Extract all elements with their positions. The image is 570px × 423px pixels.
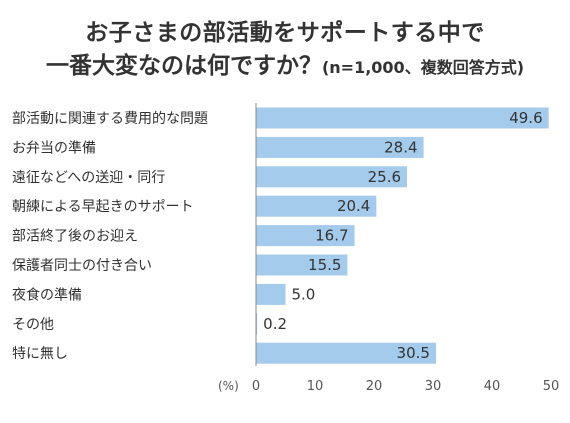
x-tick-label-20: 20 — [366, 379, 383, 394]
x-tick-label-50: 50 — [543, 379, 560, 394]
category-label-9: 特に無し — [12, 346, 68, 362]
chart-title-line2: 一番大変なのは何ですか？(n=1,000、複数回答方式) — [0, 50, 570, 84]
x-tick-label-0: 0 — [252, 379, 260, 394]
chart-title-line1: お子さまの部活動をサポートする中で — [85, 20, 485, 46]
chart-title: お子さまの部活動をサポートする中で 一番大変なのは何ですか？(n=1,000、複… — [0, 18, 570, 84]
value-label-7: 5.0 — [292, 285, 316, 303]
value-label-5: 16.7 — [315, 227, 348, 245]
bar-1 — [256, 107, 549, 129]
category-label-1: 部活動に関連する費用的な問題 — [12, 111, 208, 127]
x-tick-label-30: 30 — [425, 379, 442, 394]
chart-title-sample-note: (n=1,000、複数回答方式) — [321, 58, 525, 77]
category-label-2: お弁当の準備 — [12, 140, 96, 156]
bar-6 — [256, 254, 348, 276]
value-label-9: 30.5 — [397, 344, 430, 362]
bar-4 — [256, 195, 377, 217]
bar-3 — [256, 166, 408, 188]
x-axis-unit-label: (%) — [218, 379, 239, 393]
category-label-8: その他 — [12, 317, 54, 333]
value-label-2: 28.4 — [384, 138, 417, 156]
bar-8 — [256, 313, 258, 335]
bar-2 — [256, 136, 424, 158]
bar-9 — [256, 342, 436, 364]
category-label-3: 遠征などへの送迎・同行 — [12, 170, 165, 186]
value-label-6: 15.5 — [308, 256, 341, 274]
value-label-3: 25.6 — [368, 168, 401, 186]
x-tick-label-40: 40 — [484, 379, 501, 394]
value-label-8: 0.2 — [263, 315, 287, 333]
x-tick-label-10: 10 — [307, 379, 324, 394]
category-label-6: 保護者同士の付き合い — [12, 258, 152, 274]
category-label-4: 朝練による早起きのサポート — [12, 199, 194, 215]
category-label-5: 部活終了後のお迎え — [12, 229, 138, 245]
bar-5 — [256, 225, 355, 247]
chart-title-main: 一番大変なのは何ですか？ — [45, 53, 322, 79]
bar-7 — [256, 283, 286, 305]
value-label-1: 49.6 — [509, 109, 542, 127]
value-label-4: 20.4 — [337, 197, 370, 215]
category-label-7: 夜食の準備 — [12, 286, 82, 303]
